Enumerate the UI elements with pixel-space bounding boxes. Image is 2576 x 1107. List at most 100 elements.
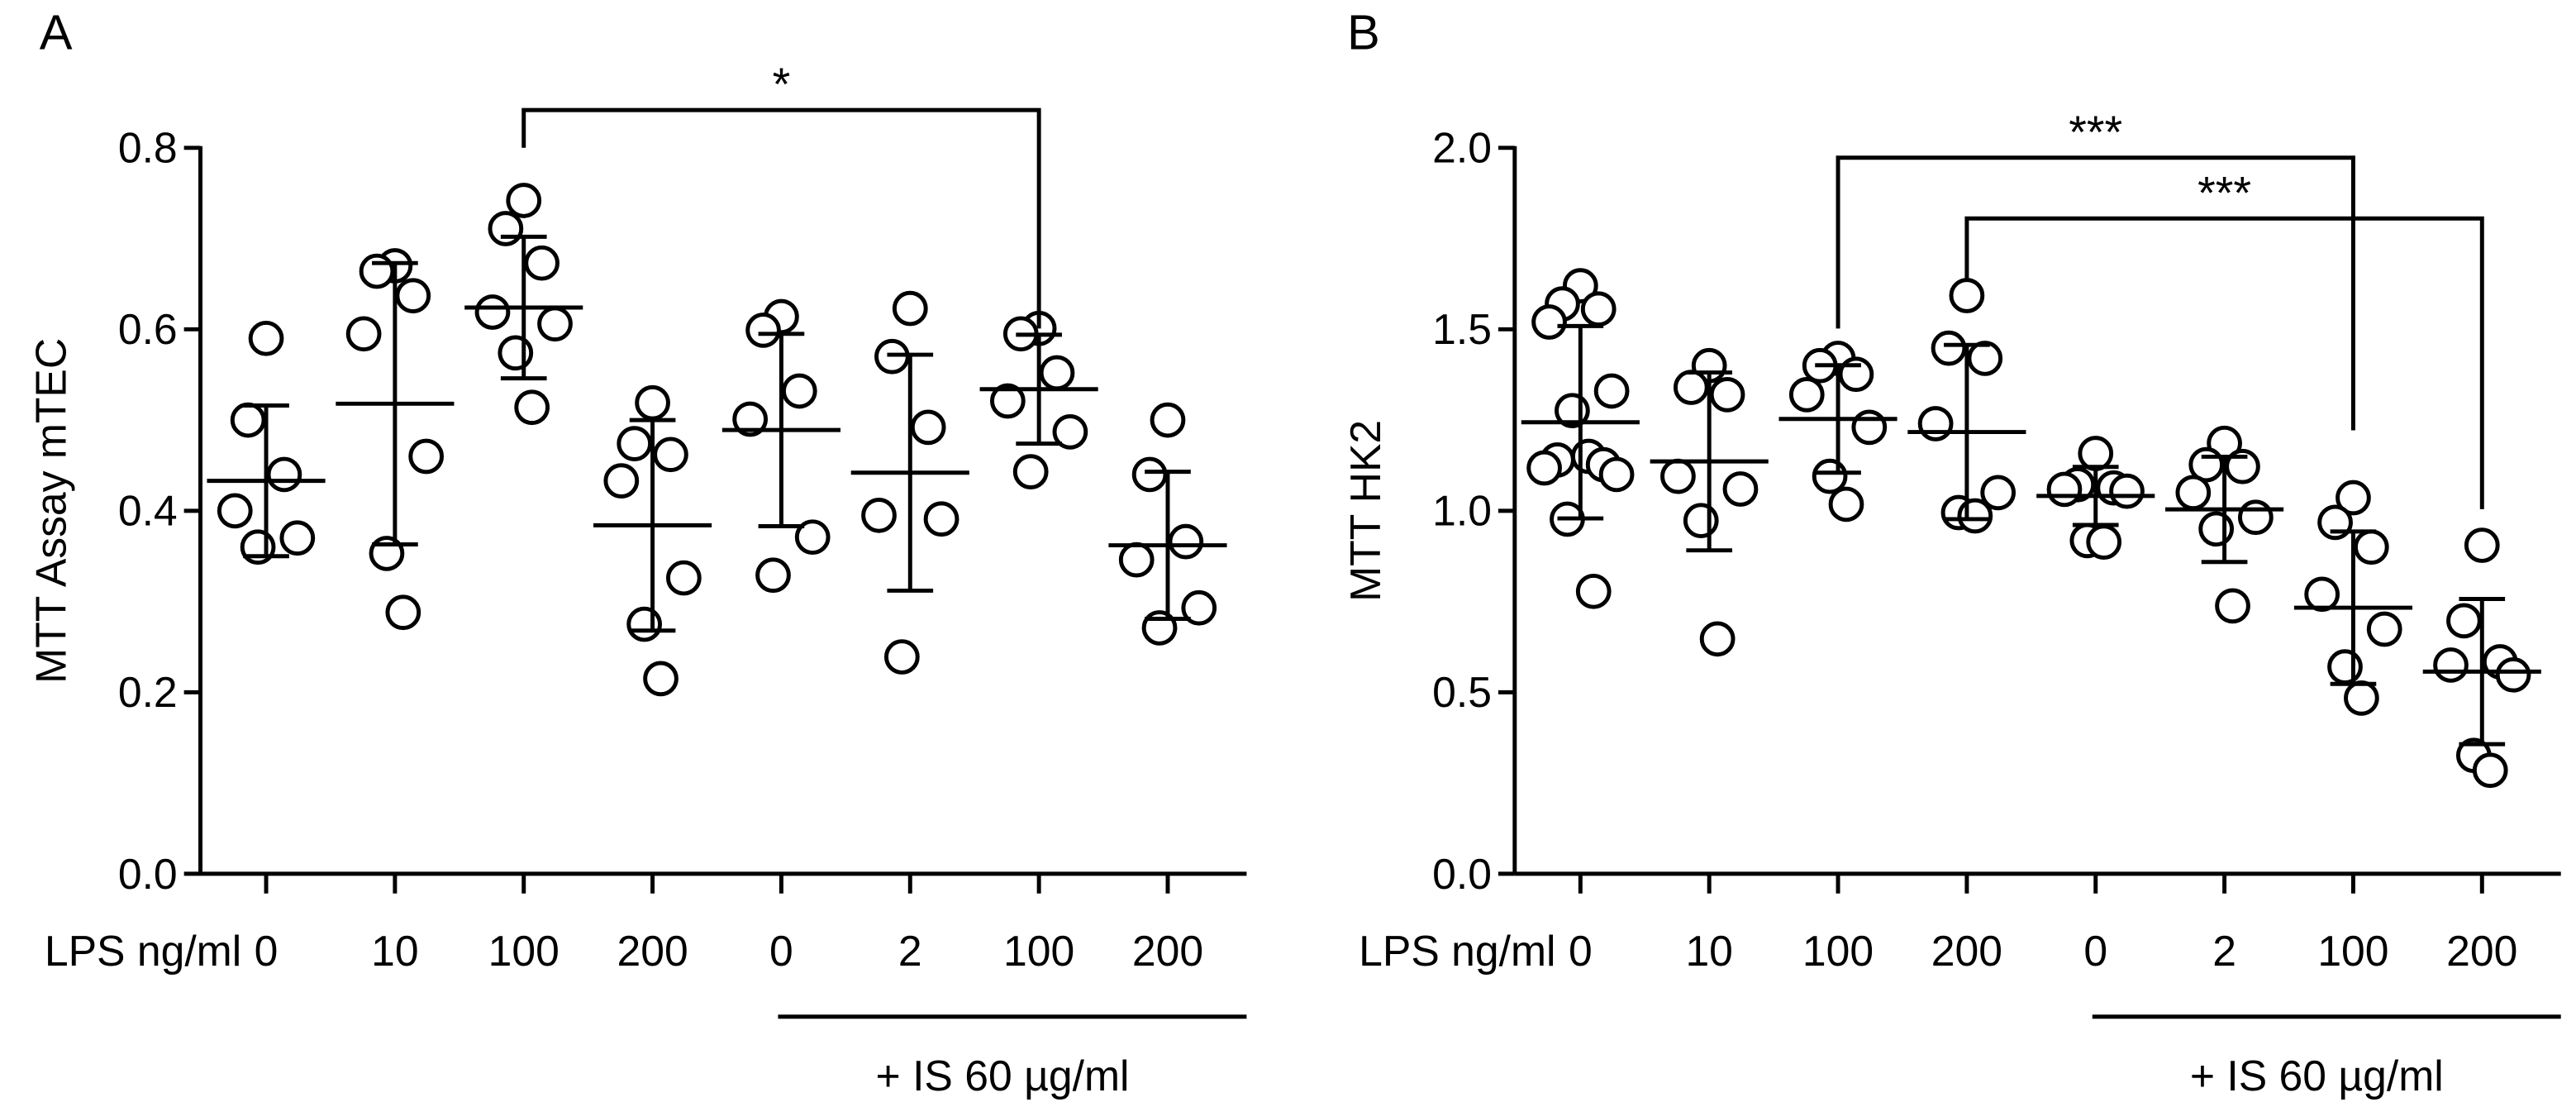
- data-point: [755, 557, 791, 594]
- data-point: [2327, 649, 2363, 685]
- data-point: [1709, 376, 1745, 413]
- data-point: [1526, 450, 1562, 486]
- data-point: [1828, 486, 1864, 522]
- data-point: [1598, 456, 1635, 493]
- data-point: [1931, 330, 1967, 366]
- data-point: [248, 320, 284, 356]
- data-point: [1722, 471, 1759, 507]
- y-tick-label: 0.4: [118, 487, 178, 535]
- x-tick-label: 200: [617, 927, 688, 975]
- data-point: [2472, 752, 2508, 789]
- data-point: [217, 493, 253, 529]
- data-point: [1575, 573, 1612, 609]
- data-point: [626, 606, 663, 642]
- x-tick-label: 200: [2446, 927, 2517, 975]
- x-tick-label: 100: [1003, 927, 1074, 975]
- data-point: [1118, 542, 1155, 578]
- data-point: [1699, 621, 1736, 657]
- data-point: [1949, 278, 1985, 313]
- data-point: [395, 278, 431, 314]
- data-point: [230, 402, 266, 438]
- data-point: [474, 294, 511, 330]
- data-point: [989, 383, 1026, 419]
- data-point: [1957, 498, 1993, 534]
- data-point: [1788, 376, 1825, 413]
- x-tick-label: 0: [769, 927, 793, 975]
- data-point: [2336, 480, 2371, 516]
- panel-label: B: [1347, 5, 1380, 60]
- panel-label: A: [40, 5, 73, 60]
- data-point: [665, 560, 702, 596]
- data-point: [2366, 611, 2402, 647]
- data-point: [2433, 647, 2469, 683]
- data-point: [345, 316, 382, 352]
- data-point: [1917, 406, 1954, 441]
- y-tick-label: 0.0: [1432, 850, 1492, 898]
- data-point: [1683, 503, 1719, 539]
- data-point: [524, 245, 559, 281]
- y-tick-label: 1.5: [1432, 305, 1492, 353]
- data-point: [732, 401, 769, 437]
- x-tick-label: 100: [1802, 927, 1874, 975]
- data-point: [643, 661, 679, 697]
- data-point: [1660, 458, 1696, 494]
- data-point: [385, 594, 421, 631]
- group-label: LPS ng/ml: [45, 927, 241, 975]
- data-point: [2464, 527, 2500, 563]
- data-point: [1980, 475, 2017, 511]
- data-point: [2086, 524, 2122, 560]
- data-point: [1580, 291, 1617, 327]
- data-point: [617, 426, 653, 461]
- data-point: [2446, 603, 2482, 639]
- data-point: [2078, 436, 2114, 471]
- data-point: [910, 409, 946, 446]
- data-point: [883, 639, 920, 675]
- x-tick-label: 0: [255, 927, 279, 975]
- data-point: [279, 520, 316, 556]
- data-point: [2304, 576, 2340, 613]
- data-point: [498, 335, 534, 371]
- data-point: [2344, 680, 2379, 716]
- data-point: [2175, 475, 2212, 511]
- x-tick-label: 10: [371, 927, 418, 975]
- data-point: [745, 313, 781, 348]
- significance-bracket: [1964, 216, 2484, 509]
- x-tick-label: 100: [488, 927, 559, 975]
- group-label: LPS ng/ml: [1359, 927, 1555, 975]
- data-point: [1012, 454, 1049, 490]
- x-tick-label: 0: [2083, 927, 2107, 975]
- data-point: [514, 389, 550, 426]
- data-point: [408, 438, 445, 475]
- x-tick-label: 200: [1931, 927, 2002, 975]
- data-point: [603, 463, 640, 499]
- data-point: [1967, 341, 2003, 376]
- significance-bracket: [1836, 155, 2355, 431]
- data-point: [266, 456, 302, 493]
- x-tick-label: 2: [2212, 927, 2236, 975]
- y-axis-label: MTT Assay mTEC: [27, 338, 75, 684]
- data-point: [2495, 656, 2531, 693]
- data-point: [781, 373, 817, 409]
- x-tick-label: 2: [898, 927, 922, 975]
- significance-label: *: [773, 59, 791, 110]
- treatment-label: + IS 60 µg/ml: [876, 1052, 1130, 1100]
- data-point: [1039, 355, 1075, 391]
- data-point: [892, 290, 928, 327]
- significance-bracket: [521, 107, 1041, 329]
- data-point: [1812, 458, 1848, 494]
- y-tick-label: 0.6: [118, 305, 178, 353]
- x-tick-label: 200: [1132, 927, 1203, 975]
- y-tick-label: 2.0: [1432, 124, 1492, 172]
- data-point: [635, 384, 670, 421]
- data-point: [1150, 402, 1186, 438]
- data-point: [1131, 456, 1168, 493]
- data-point: [2237, 499, 2274, 536]
- significance-label: ***: [2069, 107, 2122, 158]
- x-tick-label: 10: [1685, 927, 1732, 975]
- y-tick-label: 0.0: [118, 850, 178, 898]
- data-point: [653, 437, 688, 473]
- y-axis-label: MTT HK2: [1341, 420, 1389, 602]
- x-tick-label: 100: [2317, 927, 2388, 975]
